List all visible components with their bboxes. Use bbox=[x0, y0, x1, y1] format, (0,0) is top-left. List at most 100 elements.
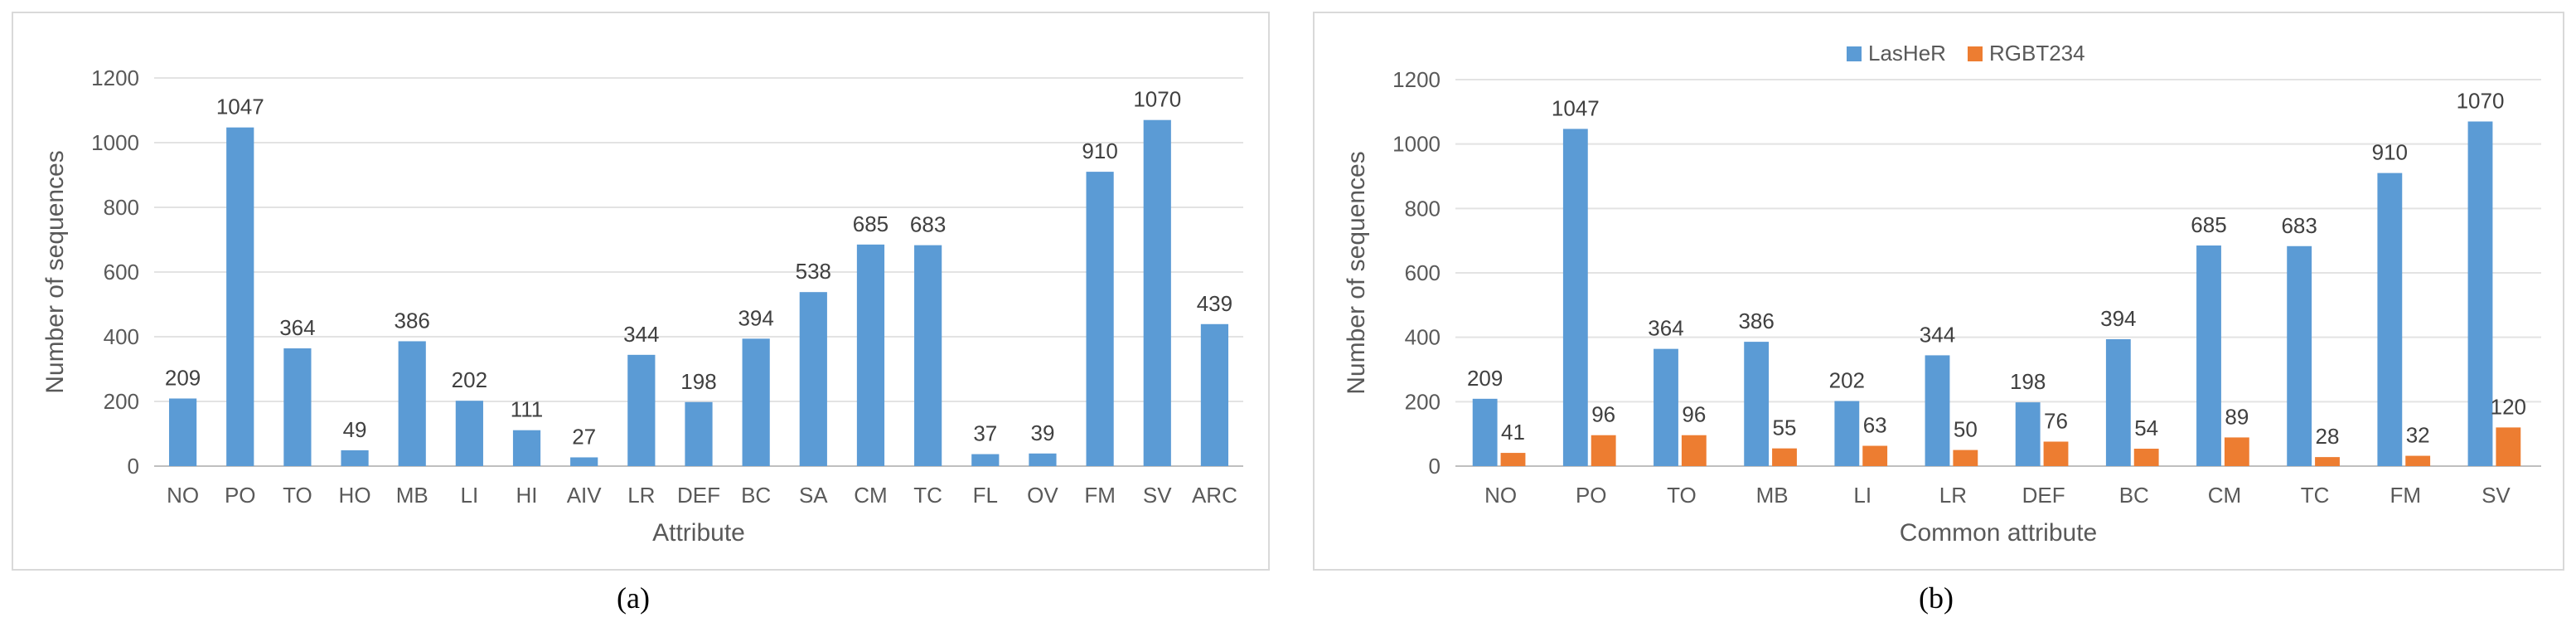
x-tick-label: CM bbox=[854, 483, 887, 508]
bar-series bbox=[512, 430, 541, 466]
x-tick-label: ARC bbox=[1192, 483, 1237, 508]
bar-series bbox=[570, 457, 598, 466]
x-tick-label: CM bbox=[2208, 483, 2241, 508]
x-tick-label: FM bbox=[2390, 483, 2421, 508]
y-tick-label: 600 bbox=[1405, 260, 1441, 285]
y-tick-label: 200 bbox=[1405, 389, 1441, 414]
data-label: 439 bbox=[1197, 291, 1232, 316]
bar-series bbox=[971, 454, 1000, 466]
data-label: 54 bbox=[2134, 416, 2158, 440]
data-label: 96 bbox=[1591, 402, 1615, 427]
data-label: 394 bbox=[2100, 306, 2136, 331]
bar-series bbox=[627, 354, 656, 466]
bar-series bbox=[1143, 119, 1171, 466]
bar-lasher bbox=[2377, 173, 2403, 466]
x-tick-label: HO bbox=[339, 483, 371, 508]
bar-lasher bbox=[2015, 402, 2041, 466]
bar-rgbt234 bbox=[1591, 435, 1616, 466]
bar-series bbox=[226, 127, 254, 467]
x-axis-title: Attribute bbox=[652, 519, 745, 547]
bar-series bbox=[1086, 172, 1114, 466]
bar-rgbt234 bbox=[2405, 455, 2431, 466]
data-label: 344 bbox=[1920, 322, 1955, 347]
x-axis-title: Common attribute bbox=[1900, 519, 2097, 547]
data-label: 37 bbox=[973, 421, 997, 446]
data-label: 202 bbox=[1829, 368, 1865, 393]
x-tick-label: NO bbox=[167, 483, 199, 508]
x-tick-label: TC bbox=[2301, 483, 2330, 508]
x-tick-label: LI bbox=[1853, 483, 1871, 508]
data-label: 1047 bbox=[1552, 95, 1600, 120]
x-tick-label: SA bbox=[799, 483, 828, 508]
x-tick-label: NO bbox=[1484, 483, 1517, 508]
bar-rgbt234 bbox=[2133, 449, 2159, 466]
bar-rgbt234 bbox=[2224, 437, 2249, 466]
data-label: 1070 bbox=[2457, 88, 2505, 113]
bar-series bbox=[742, 338, 770, 466]
data-label: 32 bbox=[2406, 423, 2430, 448]
legend-label-rgbt234: RGBT234 bbox=[1989, 41, 2085, 66]
data-label: 96 bbox=[1682, 402, 1706, 427]
data-label: 209 bbox=[1467, 366, 1503, 391]
legend-label-lasher: LasHeR bbox=[1868, 41, 1946, 66]
data-label: 910 bbox=[2372, 140, 2408, 165]
x-tick-label: LI bbox=[461, 483, 479, 508]
y-tick-label: 1200 bbox=[91, 66, 139, 90]
bar-rgbt234 bbox=[1681, 435, 1707, 466]
data-label: 28 bbox=[2316, 424, 2340, 449]
bar-rgbt234 bbox=[1500, 453, 1526, 466]
data-label: 344 bbox=[623, 322, 659, 347]
data-label: 41 bbox=[1501, 420, 1525, 445]
caption-b: (b) bbox=[1919, 581, 1954, 615]
chart-panel-a: 0 200 400 600 800 1000 1200 209 1047 364 49 386 202 1… bbox=[12, 12, 1270, 571]
data-label: 683 bbox=[910, 212, 946, 237]
x-tick-label: MB bbox=[396, 483, 429, 508]
x-tick-label: PO bbox=[225, 483, 256, 508]
bar-series bbox=[168, 398, 197, 466]
y-tick-label: 800 bbox=[1405, 196, 1441, 221]
data-label: 76 bbox=[2044, 408, 2068, 433]
y-tick-label: 0 bbox=[128, 454, 139, 479]
chart-a-svg: 0 200 400 600 800 1000 1200 209 1047 364 49 386 202 1… bbox=[41, 66, 1243, 547]
y-axis-title: Number of sequences bbox=[1343, 151, 1370, 395]
data-label: 198 bbox=[680, 369, 716, 394]
bar-series bbox=[1029, 453, 1057, 466]
data-label: 538 bbox=[796, 259, 831, 284]
y-tick-label: 200 bbox=[104, 389, 139, 414]
x-tick-label: TO bbox=[1667, 483, 1697, 508]
caption-a: (a) bbox=[617, 581, 650, 615]
x-tick-label: FL bbox=[973, 483, 998, 508]
y-tick-label: 1000 bbox=[1392, 132, 1441, 157]
y-tick-label: 1000 bbox=[91, 130, 139, 155]
x-tick-label: SV bbox=[2482, 483, 2511, 508]
data-label: 386 bbox=[395, 308, 430, 333]
bar-rgbt234 bbox=[2315, 457, 2340, 466]
bar-rgbt234 bbox=[2043, 441, 2069, 466]
y-tick-label: 400 bbox=[1405, 325, 1441, 350]
x-tick-label: MB bbox=[1756, 483, 1789, 508]
data-label: 685 bbox=[853, 211, 889, 236]
data-label: 120 bbox=[2491, 394, 2526, 419]
bar-lasher bbox=[1472, 398, 1498, 466]
x-tick-label: DEF bbox=[2022, 483, 2065, 508]
x-tick-label: BC bbox=[741, 483, 771, 508]
bar-lasher bbox=[2287, 245, 2312, 466]
data-label: 386 bbox=[1738, 309, 1774, 333]
x-tick-label: TO bbox=[283, 483, 312, 508]
x-tick-label: SV bbox=[1143, 483, 1172, 508]
chart-panel-b: 0 200 400 600 800 1000 1200 209 1047 364 386 202 344… bbox=[1313, 12, 2564, 571]
x-tick-label: TC bbox=[913, 483, 942, 508]
bar-series bbox=[685, 401, 713, 466]
data-label: 1047 bbox=[216, 95, 264, 119]
data-label: 27 bbox=[572, 424, 596, 449]
data-label: 89 bbox=[2225, 404, 2249, 429]
bar-rgbt234 bbox=[1772, 448, 1797, 466]
bar-series bbox=[914, 245, 942, 466]
bar-rgbt234 bbox=[1953, 450, 1978, 466]
bar-series bbox=[1200, 323, 1229, 466]
bar-lasher bbox=[1834, 401, 1860, 466]
data-label: 111 bbox=[511, 397, 544, 422]
x-tick-label: BC bbox=[2119, 483, 2149, 508]
data-label: 683 bbox=[2281, 213, 2317, 238]
data-label: 394 bbox=[738, 305, 773, 330]
